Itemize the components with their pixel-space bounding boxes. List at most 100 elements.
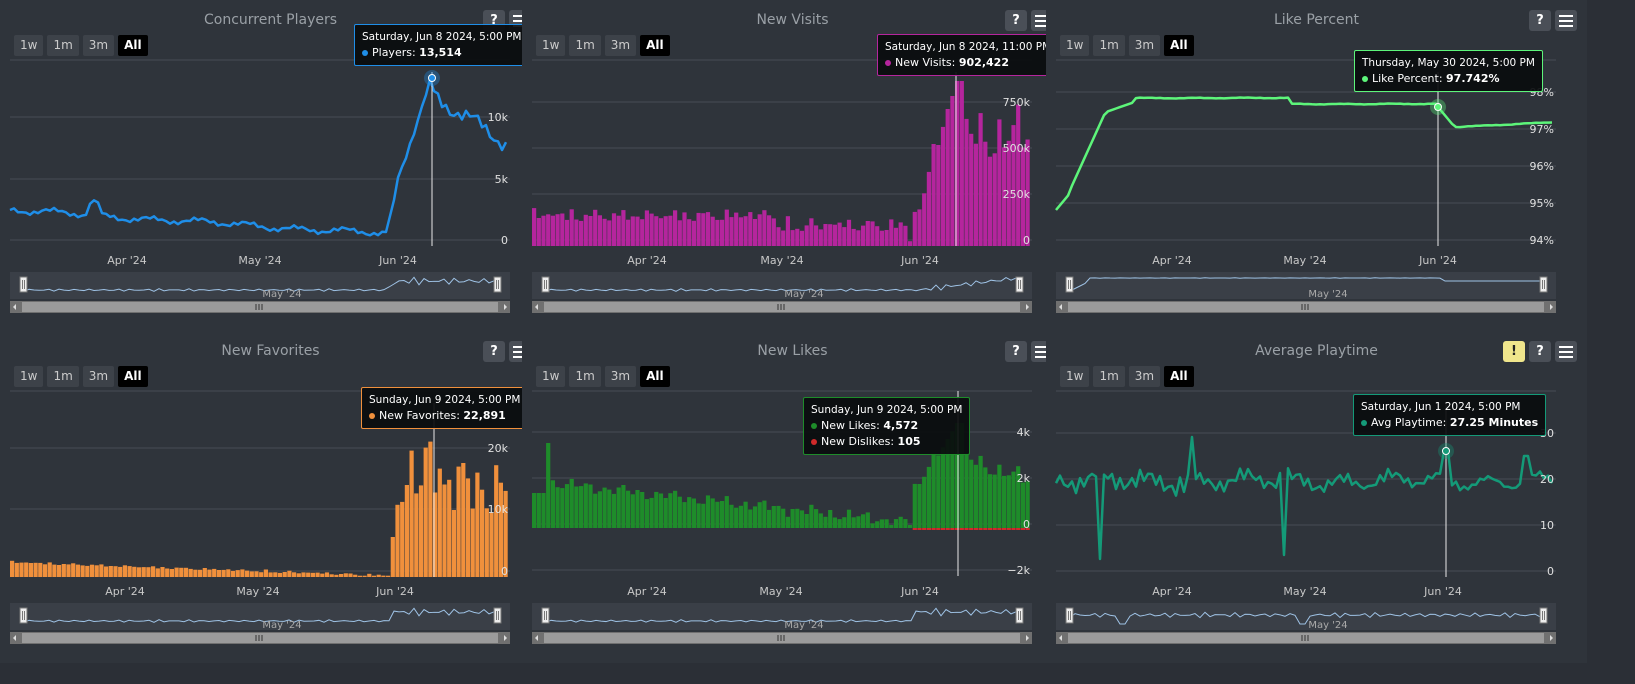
bar[interactable] [99, 564, 104, 577]
bar[interactable] [884, 519, 889, 528]
bar[interactable] [837, 519, 842, 528]
bar[interactable] [24, 562, 29, 578]
arrow-right-icon[interactable] [1550, 304, 1553, 310]
bar[interactable] [720, 219, 725, 246]
range-button-3m[interactable]: 3m [1128, 35, 1161, 56]
bar[interactable] [626, 490, 631, 528]
bar[interactable] [865, 512, 870, 528]
bar[interactable] [249, 571, 254, 577]
bar[interactable] [465, 478, 471, 577]
bar[interactable] [155, 568, 160, 577]
bar[interactable] [57, 565, 62, 577]
bar[interactable] [729, 217, 734, 246]
bar[interactable] [795, 228, 800, 246]
bar[interactable] [926, 466, 931, 528]
scrollbar[interactable] [532, 632, 1032, 644]
bar[interactable] [136, 567, 142, 577]
range-button-1m[interactable]: 1m [47, 35, 79, 56]
bar[interactable] [226, 569, 231, 577]
bar[interactable] [80, 565, 85, 577]
bar[interactable] [386, 575, 391, 577]
bar[interactable] [263, 569, 268, 578]
bar[interactable] [687, 497, 692, 528]
bar[interactable] [884, 230, 889, 246]
bar[interactable] [842, 227, 847, 246]
bar[interactable] [893, 519, 899, 528]
bar[interactable] [66, 564, 71, 577]
bar[interactable] [546, 443, 551, 528]
bar[interactable] [959, 423, 964, 528]
bar[interactable] [574, 219, 579, 247]
navigator-handle[interactable] [541, 607, 550, 624]
bar[interactable] [89, 564, 95, 577]
bar[interactable] [701, 213, 706, 246]
bar[interactable] [400, 501, 405, 577]
bar[interactable] [630, 494, 635, 528]
bar[interactable] [771, 218, 776, 246]
bar[interactable] [230, 570, 236, 577]
range-button-all[interactable]: All [118, 35, 148, 56]
bar[interactable] [865, 221, 870, 246]
bar[interactable] [734, 507, 739, 528]
bar[interactable] [268, 572, 273, 577]
bar[interactable] [588, 216, 593, 246]
arrow-left-icon[interactable] [13, 304, 16, 310]
bar[interactable] [644, 210, 649, 246]
bar[interactable] [724, 209, 729, 246]
bar[interactable] [710, 216, 715, 246]
bar[interactable] [569, 478, 574, 528]
dislike-bar[interactable] [931, 528, 936, 530]
bar[interactable] [602, 218, 607, 246]
bar[interactable] [597, 215, 602, 246]
bar[interactable] [964, 453, 969, 528]
bar[interactable] [1016, 104, 1021, 246]
bar[interactable] [240, 569, 245, 577]
bar[interactable] [987, 474, 993, 528]
bar[interactable] [846, 219, 852, 246]
bar[interactable] [621, 210, 626, 246]
bar[interactable] [10, 560, 15, 577]
bar[interactable] [555, 214, 560, 246]
bar[interactable] [19, 562, 24, 577]
bar[interactable] [423, 447, 428, 577]
bar[interactable] [748, 509, 753, 529]
bar[interactable] [959, 81, 964, 246]
bar[interactable] [997, 464, 1002, 528]
bar[interactable] [616, 487, 621, 529]
scrollbar[interactable] [532, 301, 1032, 313]
bar[interactable] [917, 484, 922, 528]
bar[interactable] [781, 230, 786, 247]
chart-menu-button[interactable] [1555, 341, 1577, 362]
range-button-1w[interactable]: 1w [536, 366, 566, 387]
bar[interactable] [673, 490, 678, 528]
dislike-bar[interactable] [1011, 528, 1016, 530]
bar[interactable] [743, 216, 748, 246]
dislike-bar[interactable] [997, 528, 1002, 530]
bar[interactable] [950, 96, 955, 246]
arrow-right-icon[interactable] [1026, 635, 1029, 641]
bar[interactable] [743, 501, 748, 528]
range-button-1w[interactable]: 1w [1060, 366, 1090, 387]
bar[interactable] [687, 219, 692, 246]
bar[interactable] [696, 212, 701, 246]
bar[interactable] [212, 568, 217, 577]
bar[interactable] [296, 573, 301, 577]
bar[interactable] [593, 209, 598, 246]
bar[interactable] [969, 133, 974, 246]
bar[interactable] [108, 566, 113, 577]
bar[interactable] [677, 220, 682, 246]
bar[interactable] [621, 485, 626, 528]
bar[interactable] [564, 219, 570, 246]
range-button-1w[interactable]: 1w [1060, 35, 1090, 56]
bar[interactable] [536, 218, 541, 246]
bar[interactable] [818, 229, 823, 246]
bar[interactable] [691, 220, 696, 246]
bar[interactable] [823, 224, 828, 246]
range-button-3m[interactable]: 3m [604, 35, 637, 56]
navigator-handle[interactable] [541, 276, 550, 293]
bar[interactable] [376, 574, 381, 577]
bar[interactable] [306, 572, 311, 577]
help-button[interactable]: ? [483, 341, 505, 362]
bar[interactable] [720, 501, 725, 528]
bar[interactable] [940, 447, 946, 528]
